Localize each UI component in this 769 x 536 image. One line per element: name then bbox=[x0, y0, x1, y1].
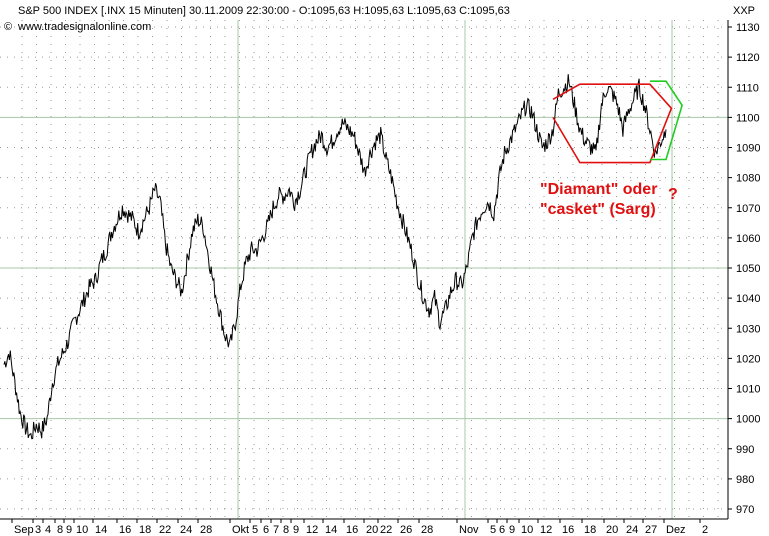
x-tick-label: 9 bbox=[509, 524, 515, 536]
chart-header: S&P 500 INDEX [.INX 15 Minuten] 30.11.20… bbox=[18, 5, 510, 17]
y-tick-label: 970 bbox=[736, 504, 754, 516]
diamond-pattern bbox=[552, 83, 673, 164]
x-tick-label: 28 bbox=[200, 524, 212, 536]
y-axis: 970 980 990 1000 1010 1020 1030 1040 1050 1060 107… bbox=[728, 22, 760, 516]
annotation-casket: "casket" (Sarg) bbox=[540, 201, 656, 218]
copyright-icon: © bbox=[4, 21, 12, 33]
x-tick-label: 24 bbox=[626, 524, 638, 536]
grid-layer bbox=[0, 20, 728, 519]
x-tick-label: 16 bbox=[562, 524, 574, 536]
x-tick-label: 5 bbox=[252, 524, 258, 536]
x-tick-label: 9 bbox=[66, 524, 72, 536]
x-tick-label: Dez bbox=[666, 524, 686, 536]
x-tick-label: 10 bbox=[521, 524, 533, 536]
y-tick-label: 1090 bbox=[736, 143, 760, 155]
price-series-line bbox=[3, 74, 667, 440]
y-tick-label: 1060 bbox=[736, 233, 760, 245]
y-tick-label: 1070 bbox=[736, 203, 760, 215]
x-tick-label: 3 bbox=[35, 524, 41, 536]
x-tick-label: 4 bbox=[45, 524, 51, 536]
x-tick-label: 14 bbox=[95, 524, 107, 536]
x-tick-label: 24 bbox=[180, 524, 192, 536]
x-tick-label: 9 bbox=[293, 524, 299, 536]
x-tick-label: 6 bbox=[499, 524, 505, 536]
projection-pattern bbox=[649, 80, 683, 161]
x-tick-label: 18 bbox=[584, 524, 596, 536]
source-label: www.tradesignalonline.com bbox=[17, 21, 151, 33]
annotation-question: ? bbox=[668, 186, 678, 203]
x-tick-label: 2 bbox=[702, 524, 708, 536]
x-axis: Sep 3 4 8 9 10 14 16 18 22 24 28 Okt 5 6 7 8 9 12 14 16 20 22 2… bbox=[11, 519, 708, 536]
y-tick-label: 1010 bbox=[736, 384, 760, 396]
x-tick-label: 22 bbox=[159, 524, 171, 536]
y-tick-label: 1120 bbox=[736, 52, 760, 64]
y-tick-label: 1080 bbox=[736, 173, 760, 185]
x-tick-label: 18 bbox=[139, 524, 151, 536]
annotation-diamant: "Diamant" oder bbox=[540, 181, 657, 198]
x-tick-label: 14 bbox=[325, 524, 337, 536]
y-tick-label: 1110 bbox=[736, 82, 759, 94]
x-tick-label: 12 bbox=[540, 524, 552, 536]
y-tick-label: 1130 bbox=[736, 22, 760, 34]
x-tick-label: Okt bbox=[232, 524, 249, 536]
x-tick-label: 20 bbox=[606, 524, 618, 536]
series-layer bbox=[3, 74, 667, 440]
axis-code-label: XXP bbox=[733, 5, 755, 17]
pattern-layer bbox=[552, 80, 683, 164]
x-tick-label: 8 bbox=[283, 524, 289, 536]
x-tick-label: 12 bbox=[306, 524, 318, 536]
y-tick-label: 1030 bbox=[736, 323, 760, 335]
y-tick-label: 1100 bbox=[736, 112, 760, 124]
x-tick-label: 7 bbox=[273, 524, 279, 536]
x-tick-label: 6 bbox=[263, 524, 269, 536]
x-tick-label: Nov bbox=[459, 524, 479, 536]
x-tick-label: 20 bbox=[366, 524, 378, 536]
x-tick-label: 16 bbox=[346, 524, 358, 536]
x-tick-label: 22 bbox=[380, 524, 392, 536]
x-tick-label: 8 bbox=[57, 524, 63, 536]
y-tick-label: 990 bbox=[736, 444, 754, 456]
x-tick-label: 5 bbox=[490, 524, 496, 536]
x-tick-label: 27 bbox=[645, 524, 657, 536]
x-tick-label: 10 bbox=[76, 524, 88, 536]
y-tick-label: 1040 bbox=[736, 293, 760, 305]
y-tick-label: 1000 bbox=[736, 414, 760, 426]
y-tick-label: 1020 bbox=[736, 353, 760, 365]
x-tick-label: 28 bbox=[421, 524, 433, 536]
y-tick-label: 1050 bbox=[736, 263, 760, 275]
x-tick-label: 16 bbox=[119, 524, 131, 536]
x-tick-label: 26 bbox=[400, 524, 412, 536]
x-tick-label: Sep bbox=[14, 524, 34, 536]
y-tick-label: 980 bbox=[736, 474, 754, 486]
